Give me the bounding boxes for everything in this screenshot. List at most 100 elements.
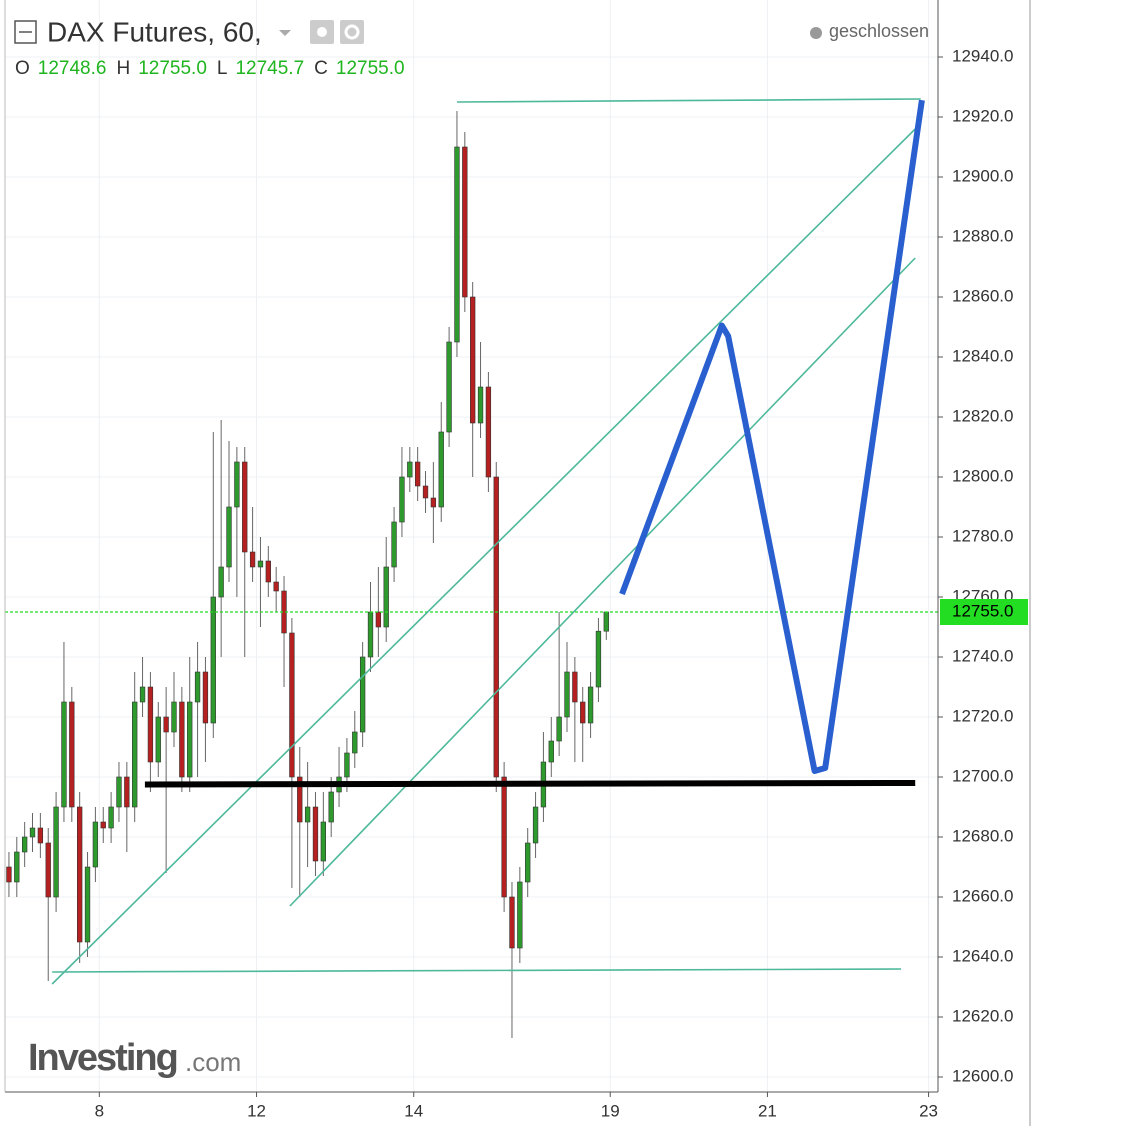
ohlc-key: L [217,58,228,79]
candle-body [21,836,28,853]
candle-body [234,461,240,508]
candle-body [501,776,507,898]
market-status: geschlossen [829,21,929,41]
candle-body [312,806,319,862]
candle-body [84,866,91,943]
candle-body [359,656,366,733]
candle-body [462,146,468,298]
ohlc-value: 12755.0 [336,58,405,79]
candle-body [218,566,224,598]
grid [5,0,938,1092]
candle-body [210,596,216,724]
candle-body [61,701,67,808]
settings-icon-gear [344,24,360,40]
candle-body [265,560,271,583]
candle-body [320,821,326,862]
candle-body [108,806,114,829]
collapse-icon[interactable] [14,20,37,44]
axes: 12600.0 12620.0 12640.0 12660.0 12680.0 12700… [95,46,1028,1120]
candle-body [430,497,437,508]
drawing-line [52,968,902,973]
watermark-brand: Investing [28,1037,177,1079]
candle-body [242,461,248,553]
candle-body [517,881,523,949]
plot [5,98,938,1038]
x-tick-label: 12 [247,1101,266,1120]
candle-body [525,842,531,883]
candle-body [53,806,59,898]
y-tick-label: 12940.0 [952,46,1013,65]
y-tick-label: 12860.0 [952,286,1013,305]
candle-body [289,632,295,778]
candle-body [391,521,397,568]
candle-body [147,686,154,763]
ohlc-value: 12745.7 [235,58,304,79]
candle-body [132,701,138,808]
y-tick-label: 12660.0 [952,886,1013,905]
status-dot [810,27,822,39]
candle-body [375,611,382,628]
candle-body [603,611,609,632]
candle-body [470,296,476,424]
candle-body [92,821,99,868]
candle-body [155,716,161,763]
y-tick-label: 12780.0 [952,526,1013,545]
x-tick-label: 21 [758,1101,777,1120]
eye-icon-pupil [317,27,327,37]
candle-body [171,701,177,733]
candle-body [14,851,20,883]
drawing-line [619,99,925,774]
candle-body [304,806,311,823]
candle-body [595,630,602,688]
y-tick-label: 12920.0 [952,106,1013,125]
candle-body [344,752,350,778]
y-tick-label: 12880.0 [952,226,1013,245]
y-tick-label: 12620.0 [952,1006,1013,1025]
y-tick-label: 12740.0 [952,646,1013,665]
watermark-suffix: .com [185,1047,241,1077]
candle-body [37,827,44,844]
candle-body [45,842,51,898]
ohlc-value: 12755.0 [138,58,207,79]
candle-body [273,581,279,592]
candle-body [367,611,374,658]
y-tick-label: 12720.0 [952,706,1013,725]
ohlc-value: 12748.6 [38,58,107,79]
candle-body [414,461,421,487]
x-tick-label: 14 [404,1101,423,1120]
candle-body [116,776,122,808]
candle-body [77,806,83,943]
candle-body [297,776,303,823]
y-tick-label: 12600.0 [952,1066,1013,1085]
y-tick-label: 12640.0 [952,946,1013,965]
drawing-line [144,780,916,788]
candle-body [548,740,554,763]
candle-body [163,716,169,733]
chart-title: DAX Futures, 60, [47,16,262,47]
drawing-line [289,257,916,907]
candle-body [407,461,413,478]
y-tick-label: 12800.0 [952,466,1013,485]
candle-body [446,341,452,433]
candle-body [556,716,562,742]
drawing-line [51,128,916,985]
y-tick-label: 12900.0 [952,166,1013,185]
y-tick-label: 12680.0 [952,826,1013,845]
y-tick-label: 12700.0 [952,766,1013,785]
last-price-box [940,599,1028,625]
candle-body [454,146,460,343]
candle-body [249,551,256,568]
settings-icon[interactable] [340,20,364,44]
dropdown-arrow[interactable] [279,30,291,36]
ohlc-key: H [116,58,130,79]
ohlc-key: O [15,58,30,79]
candle-body [124,776,130,808]
candle-body [477,386,484,424]
y-tick-label: 12840.0 [952,346,1013,365]
candle-body [100,821,106,829]
candle-body [352,731,358,754]
x-tick-label: 8 [95,1101,104,1120]
candle-body [509,896,515,949]
